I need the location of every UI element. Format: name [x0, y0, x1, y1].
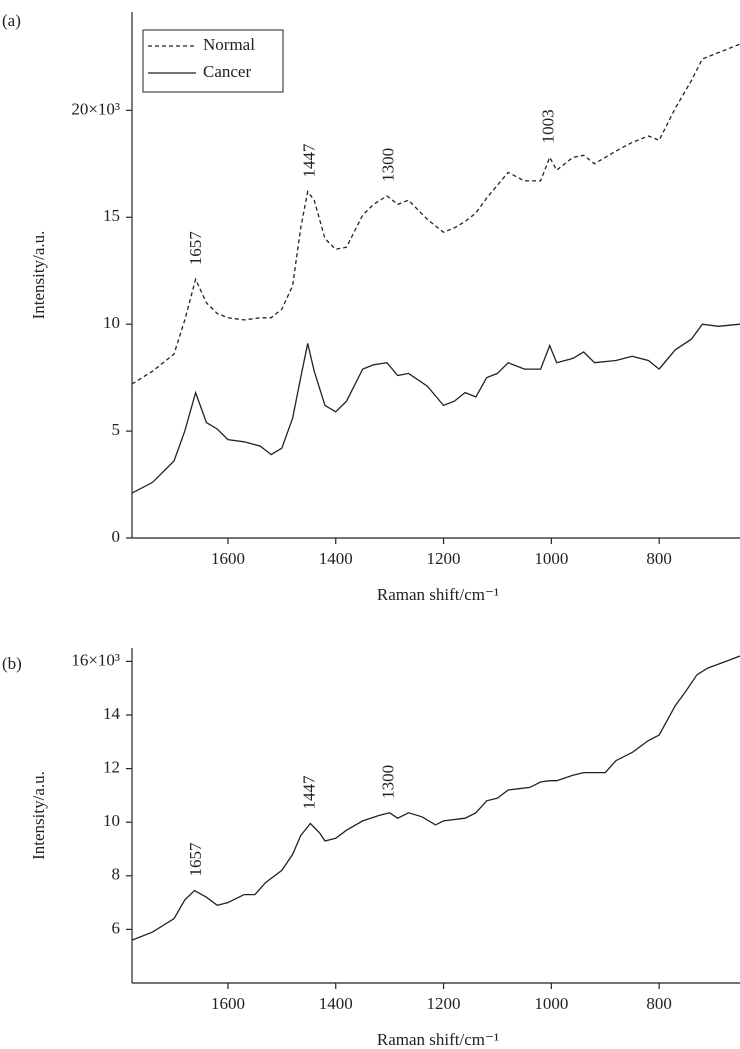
- peak-annotation: 1447: [299, 143, 318, 178]
- y-tick-label: 0: [112, 527, 121, 546]
- x-axis-label: Raman shift/cm⁻¹: [377, 1030, 499, 1049]
- panel: (a) 0 5 10 15 20×10³ 1600 1400 1200 1000 800 Raman …: [2, 11, 740, 604]
- x-tick-label: 1200: [427, 994, 461, 1013]
- legend-label: Cancer: [203, 62, 251, 81]
- y-tick-label: 20×10³: [71, 99, 120, 118]
- panel: (b) 6 8 10 12 14 16×10³ 1600 1400 1200 1000 800 Rama…: [2, 648, 740, 1049]
- x-tick-label: 1600: [211, 549, 245, 568]
- peak-annotation: 1300: [379, 148, 398, 182]
- x-tick-label: 1400: [319, 994, 353, 1013]
- panel-label: (b): [2, 654, 22, 673]
- y-tick-label: 6: [112, 918, 121, 937]
- y-tick-label: 8: [112, 865, 121, 884]
- peak-annotation: 1657: [186, 842, 205, 877]
- y-tick-label: 16×10³: [71, 650, 120, 669]
- x-tick-label: 1000: [534, 994, 568, 1013]
- peak-annotation: 1657: [186, 231, 205, 266]
- x-axis-label: Raman shift/cm⁻¹: [377, 585, 499, 604]
- peak-annotation: 1003: [539, 109, 558, 143]
- x-tick-label: 1200: [427, 549, 461, 568]
- y-tick-label: 5: [112, 420, 121, 439]
- series-line: [131, 655, 740, 941]
- x-tick-label: 800: [646, 994, 672, 1013]
- x-tick-label: 1000: [534, 549, 568, 568]
- legend-label: Normal: [203, 35, 255, 54]
- legend-box: [142, 29, 284, 93]
- y-axis-label: Intensity/a.u.: [29, 771, 48, 860]
- y-tick-label: 15: [103, 206, 120, 225]
- series-line: [131, 323, 740, 494]
- peak-annotation: 1300: [379, 765, 398, 799]
- y-axis-label: Intensity/a.u.: [29, 231, 48, 320]
- y-tick-label: 14: [103, 704, 121, 723]
- x-tick-label: 1600: [211, 994, 245, 1013]
- series-line: [131, 43, 740, 385]
- y-tick-label: 12: [103, 758, 120, 777]
- y-tick-label: 10: [103, 313, 120, 332]
- y-tick-label: 10: [103, 811, 120, 830]
- peak-annotation: 1447: [299, 775, 318, 810]
- panel-label: (a): [2, 11, 21, 30]
- x-tick-label: 1400: [319, 549, 353, 568]
- x-tick-label: 800: [646, 549, 672, 568]
